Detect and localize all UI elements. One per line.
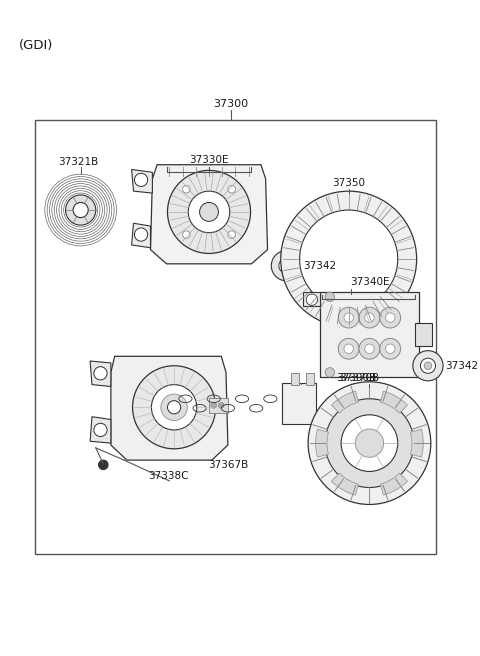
Circle shape: [283, 262, 290, 270]
Polygon shape: [410, 429, 423, 457]
Circle shape: [168, 401, 180, 414]
Text: 37338C: 37338C: [148, 472, 188, 482]
Circle shape: [73, 203, 88, 218]
Circle shape: [188, 191, 230, 233]
Text: 37367B: 37367B: [208, 460, 248, 470]
Circle shape: [94, 423, 107, 436]
Circle shape: [355, 429, 384, 457]
Circle shape: [338, 307, 359, 328]
Polygon shape: [331, 391, 359, 413]
Circle shape: [385, 344, 395, 354]
Circle shape: [168, 171, 251, 253]
Circle shape: [228, 231, 236, 238]
Circle shape: [385, 313, 395, 322]
Polygon shape: [132, 223, 151, 248]
Circle shape: [94, 367, 107, 380]
Circle shape: [271, 251, 301, 281]
Text: 37350: 37350: [332, 178, 365, 188]
Circle shape: [134, 173, 148, 186]
Polygon shape: [331, 473, 359, 495]
Text: 37390B: 37390B: [336, 373, 376, 382]
Circle shape: [200, 203, 218, 221]
Circle shape: [325, 399, 414, 487]
Circle shape: [365, 344, 374, 354]
Circle shape: [338, 338, 359, 359]
Circle shape: [218, 403, 224, 408]
Circle shape: [98, 460, 108, 470]
Text: 37330E: 37330E: [189, 155, 229, 165]
Text: 37300: 37300: [213, 99, 248, 109]
Circle shape: [341, 415, 398, 472]
Circle shape: [152, 384, 197, 430]
Text: (GDI): (GDI): [18, 39, 53, 52]
Circle shape: [413, 351, 443, 381]
Circle shape: [300, 210, 398, 308]
Polygon shape: [381, 473, 408, 495]
Circle shape: [134, 228, 148, 241]
Text: 37342: 37342: [303, 260, 336, 271]
Circle shape: [420, 358, 435, 373]
Circle shape: [66, 195, 96, 225]
Bar: [209, 398, 228, 413]
Text: 37321B: 37321B: [58, 157, 98, 167]
Circle shape: [281, 191, 417, 327]
Circle shape: [325, 292, 335, 302]
Circle shape: [344, 313, 353, 322]
Polygon shape: [90, 361, 111, 386]
Circle shape: [182, 231, 190, 238]
Circle shape: [365, 313, 374, 322]
Polygon shape: [151, 165, 267, 264]
Circle shape: [211, 403, 216, 408]
Polygon shape: [111, 356, 228, 460]
Circle shape: [380, 307, 401, 328]
Circle shape: [279, 258, 294, 274]
Bar: [320, 292, 419, 377]
Circle shape: [308, 382, 431, 504]
Bar: [36, 121, 435, 554]
Circle shape: [132, 366, 216, 449]
Polygon shape: [316, 429, 328, 457]
Bar: [415, 323, 432, 346]
Circle shape: [228, 186, 236, 193]
Polygon shape: [303, 292, 320, 306]
Text: 37340E: 37340E: [350, 277, 390, 287]
Circle shape: [380, 338, 401, 359]
Text: 37342: 37342: [445, 361, 478, 371]
Polygon shape: [381, 391, 408, 413]
Circle shape: [325, 367, 335, 377]
Circle shape: [161, 394, 187, 420]
Circle shape: [344, 344, 353, 354]
Circle shape: [306, 294, 318, 305]
Polygon shape: [90, 417, 111, 443]
Circle shape: [359, 307, 380, 328]
Polygon shape: [132, 169, 152, 193]
Bar: [282, 382, 316, 424]
Bar: [306, 373, 314, 384]
Circle shape: [182, 186, 190, 193]
Circle shape: [359, 338, 380, 359]
Circle shape: [424, 362, 432, 369]
Text: 37370B: 37370B: [339, 373, 379, 382]
Bar: [291, 373, 299, 384]
